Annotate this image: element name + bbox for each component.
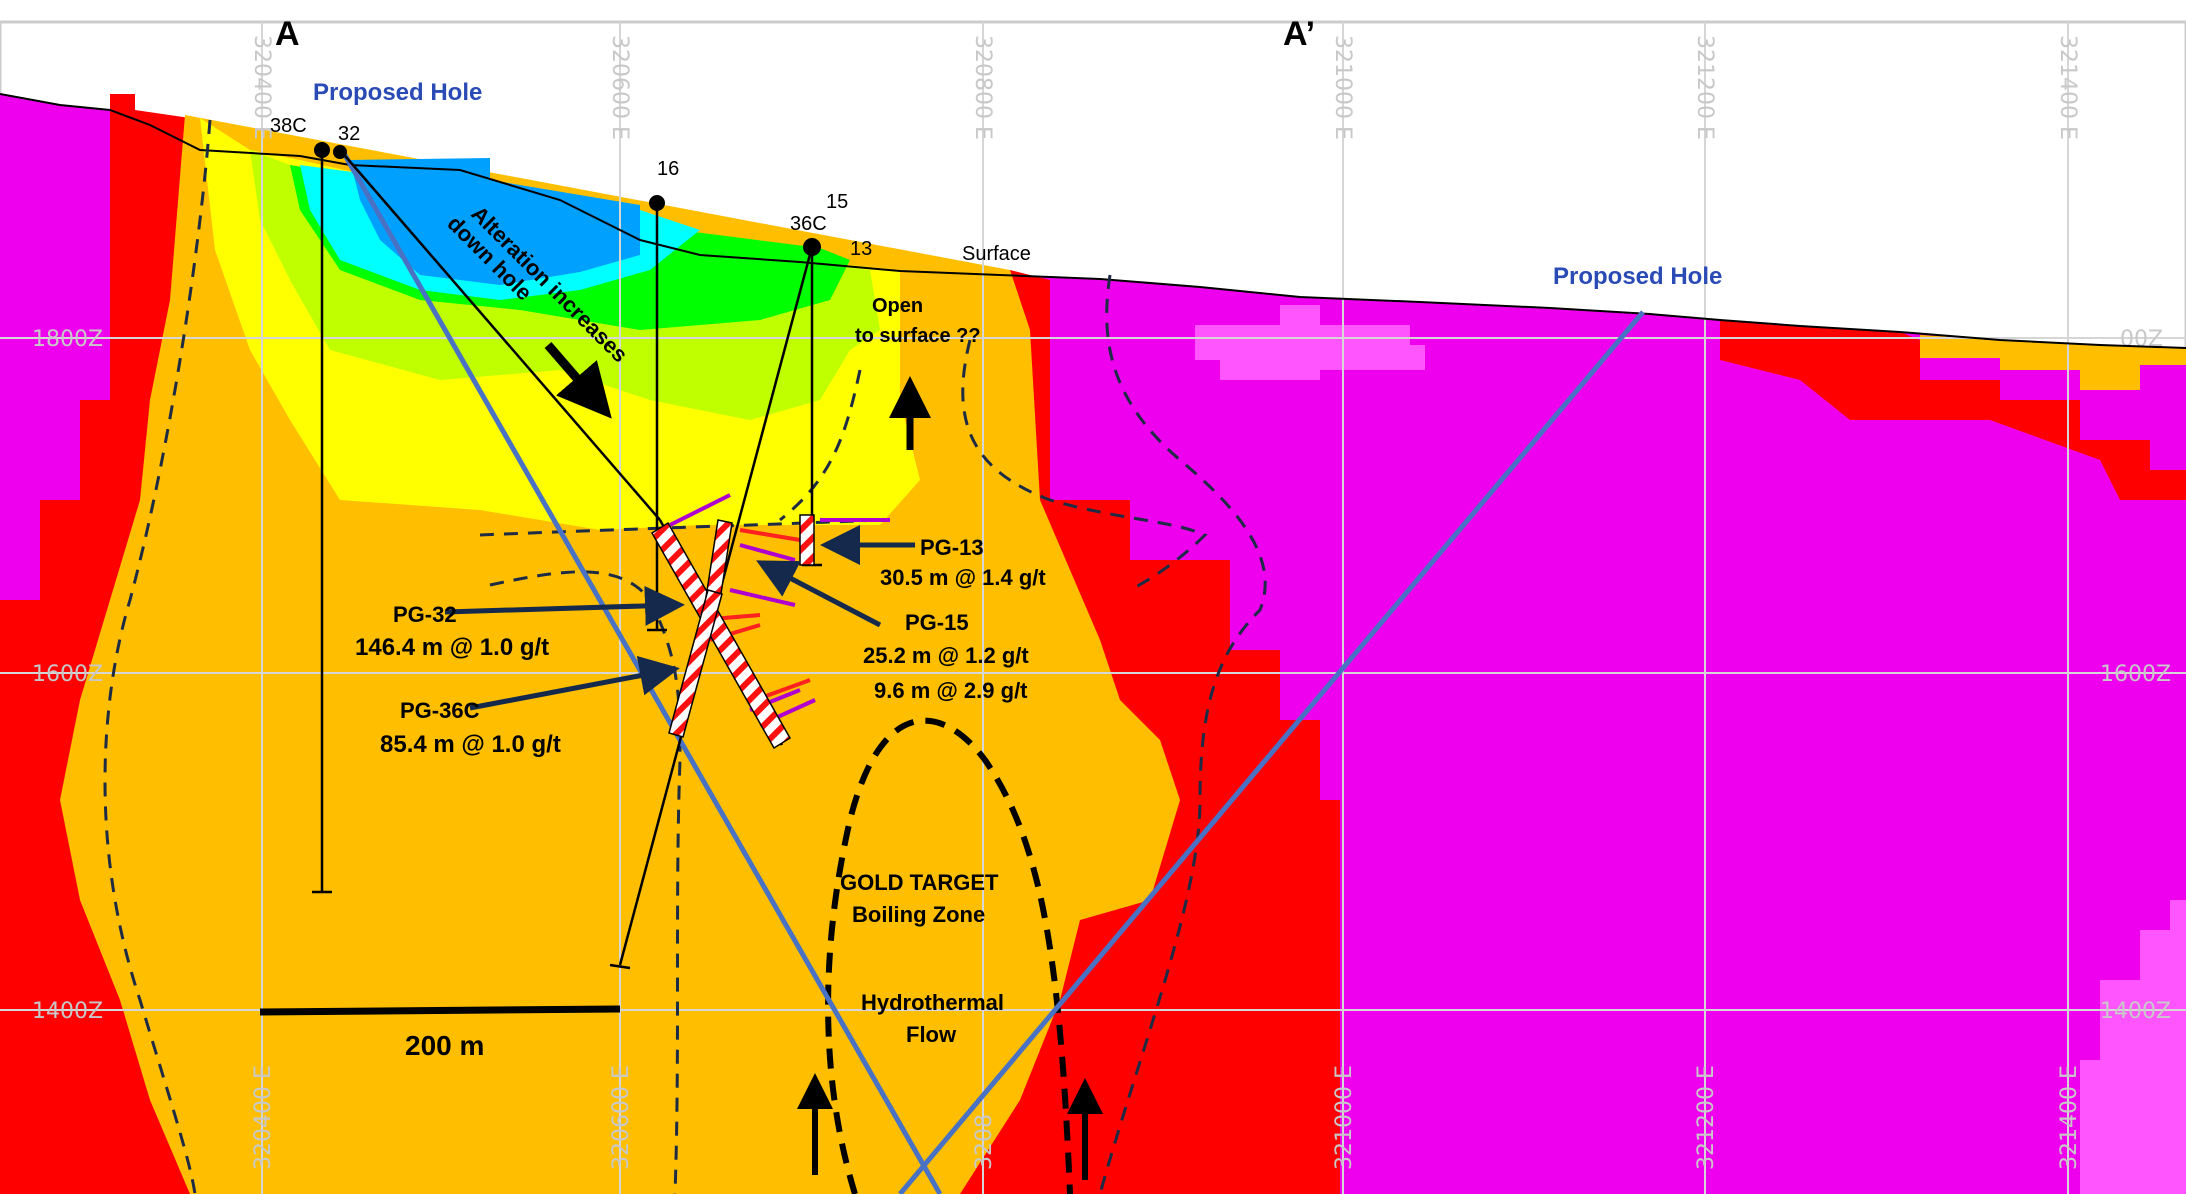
collar-label: 15 xyxy=(826,191,848,213)
easting-label: 321200 E xyxy=(1694,1065,1719,1170)
zone-pink-right xyxy=(2080,900,2186,1194)
easting-label: 321200 E xyxy=(1692,35,1717,140)
elevation-label: 1600Z xyxy=(2100,662,2171,687)
easting-label: 320400 E xyxy=(249,35,274,140)
zone-red-right xyxy=(1720,320,2186,500)
gold-target-label: GOLD TARGET xyxy=(840,870,999,895)
open-label: to surface ?? xyxy=(855,325,981,347)
collar-label: 38C xyxy=(270,115,307,137)
easting-label: 321400 E xyxy=(2055,35,2080,140)
easting-label: 320800 E xyxy=(970,35,995,140)
surface-line xyxy=(0,93,2186,349)
easting-label: 320600 E xyxy=(609,1065,634,1170)
collar-label: 13 xyxy=(850,238,872,260)
intercept-pg15: PG-15 25.2 m @ 1.2 g/t 9.6 m @ 2.9 g/t xyxy=(863,610,1029,703)
intercept-name: PG-15 xyxy=(905,610,969,635)
intercept-value: 146.4 m @ 1.0 g/t xyxy=(355,634,549,661)
surface-label: Surface xyxy=(962,243,1031,265)
intercept-name: PG-32 xyxy=(393,602,457,627)
easting-label: 320400 E xyxy=(251,1065,276,1170)
intercept-pg13: PG-13 30.5 m @ 1.4 g/t xyxy=(880,535,1046,590)
callout-arrows xyxy=(444,525,915,711)
collar-label: 32 xyxy=(338,123,360,145)
intercept-value: 85.4 m @ 1.0 g/t xyxy=(380,731,561,758)
collar-label: 16 xyxy=(657,158,679,180)
scale-bar xyxy=(259,1005,621,1016)
elevation-label: 1600Z xyxy=(32,662,103,687)
alteration-arrow xyxy=(544,342,612,419)
collar-label: 36C xyxy=(790,213,827,235)
open-label: Open xyxy=(872,295,923,317)
grid-labels: 320400 E 320600 E 320800 E 321000 E 3212… xyxy=(32,35,2171,1170)
collars xyxy=(314,142,821,256)
easting-label: 320600 E xyxy=(607,35,632,140)
intercept-pg32: PG-32 146.4 m @ 1.0 g/t xyxy=(355,602,549,661)
easting-label: 321400 E xyxy=(2057,1065,2082,1170)
zone-blue xyxy=(350,158,640,285)
gold-target-sublabel: Boiling Zone xyxy=(852,902,985,927)
section-start-label: A xyxy=(275,15,300,53)
elevation-label: 1400Z xyxy=(2100,999,2171,1024)
proposed-hole-label: Proposed Hole xyxy=(1553,263,1722,290)
intercept-value: 30.5 m @ 1.4 g/t xyxy=(880,565,1046,590)
intercept-name: PG-13 xyxy=(920,535,984,560)
elevation-label: 00Z xyxy=(2120,327,2163,352)
scale-label: 200 m xyxy=(405,1030,484,1061)
proposed-hole-label: Proposed Hole xyxy=(313,79,482,106)
elevation-label: 1800Z xyxy=(32,327,103,352)
intercept-name: PG-36C xyxy=(400,698,480,723)
intercept-pg36c: PG-36C 85.4 m @ 1.0 g/t xyxy=(380,698,561,758)
hydrothermal-label: Hydrothermal xyxy=(861,990,1004,1015)
intercept-value: 25.2 m @ 1.2 g/t xyxy=(863,643,1029,668)
easting-label: 321000 E xyxy=(1330,35,1355,140)
section-end-label: A’ xyxy=(1283,15,1315,53)
easting-label: 321000 E xyxy=(1332,1065,1357,1170)
proposed-hole-right xyxy=(898,310,1645,1194)
elevation-label: 1400Z xyxy=(32,999,103,1024)
zone-pink xyxy=(1195,305,1425,380)
intercept-value: 9.6 m @ 2.9 g/t xyxy=(874,678,1028,703)
hydrothermal-label: Flow xyxy=(906,1022,957,1047)
mineralized-intervals xyxy=(650,514,815,750)
gold-target-outline xyxy=(825,717,1073,1194)
zone-orange-right xyxy=(1920,335,2186,390)
easting-label: 3208 xyxy=(972,1114,997,1170)
